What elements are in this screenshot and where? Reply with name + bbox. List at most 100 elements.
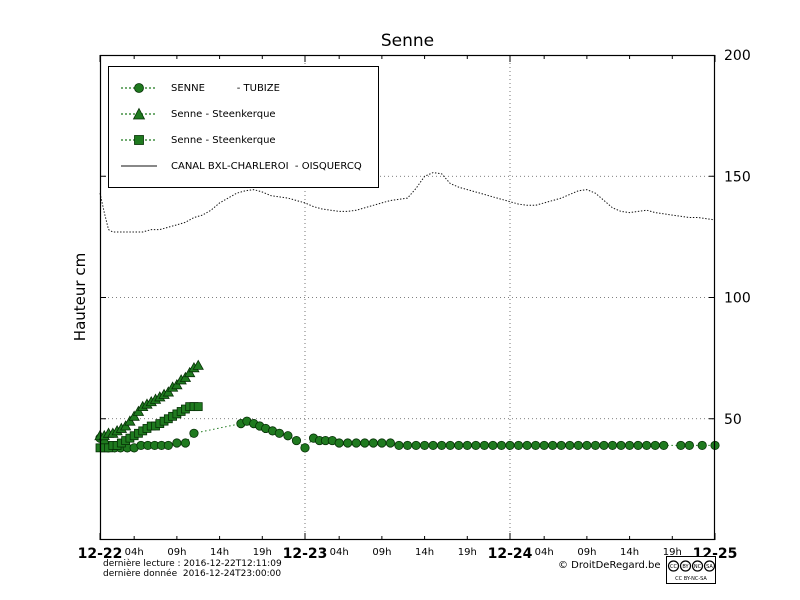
marker-circle bbox=[522, 440, 532, 451]
x-minor-tick-label: 04h bbox=[330, 547, 349, 558]
legend-item-canal: CANAL BXL-CHARLEROI - OISQUERCQ bbox=[119, 153, 362, 179]
marker-circle bbox=[565, 440, 575, 451]
marker-circle bbox=[650, 440, 660, 451]
marker-circle bbox=[343, 438, 353, 448]
y-axis-label: Hauteur cm bbox=[71, 252, 89, 342]
marker-circle bbox=[334, 438, 344, 448]
legend-label: Senne - Steenkerque bbox=[171, 134, 276, 146]
by-icon-label: BY bbox=[682, 564, 689, 570]
marker-circle bbox=[454, 440, 464, 451]
nc-icon bbox=[691, 560, 704, 572]
marker-circle bbox=[411, 440, 421, 451]
marker-circle bbox=[659, 440, 669, 451]
x-minor-tick-label: 14h bbox=[210, 547, 229, 558]
series-line-canal bbox=[99, 172, 716, 233]
copyright-text: © DroitDeRegard.be bbox=[558, 560, 661, 571]
marker-circle bbox=[582, 440, 592, 451]
x-minor-tick-label: 19h bbox=[663, 547, 682, 558]
sa-icon bbox=[703, 560, 716, 572]
legend-sample-circle bbox=[121, 83, 157, 93]
x-major-tick-label: 12-23 bbox=[283, 546, 328, 562]
y-tick-label: 200 bbox=[724, 48, 751, 64]
marker-circle bbox=[513, 440, 524, 451]
marker-circle bbox=[697, 440, 707, 451]
legend-sample-line bbox=[121, 165, 157, 167]
marker-circle bbox=[488, 440, 498, 451]
legend-item-steenkerque-triangle: Senne - Steenkerque bbox=[119, 101, 362, 127]
marker-circle bbox=[479, 440, 489, 451]
sa-icon-label: SA bbox=[706, 564, 713, 570]
x-minor-tick-label: 04h bbox=[535, 547, 554, 558]
x-minor-tick-label: 19h bbox=[253, 547, 272, 558]
marker-triangle bbox=[192, 359, 204, 370]
nc-icon-label: NC bbox=[694, 564, 702, 570]
legend-label: CANAL BXL-CHARLEROI - OISQUERCQ bbox=[171, 160, 362, 172]
marker-circle bbox=[676, 440, 686, 451]
marker-circle bbox=[684, 440, 694, 451]
marker-circle bbox=[624, 440, 635, 451]
legend: SENNE - TUBIZE Senne - Steenkerque Senne… bbox=[108, 66, 379, 188]
triangle-marker-icon bbox=[132, 107, 146, 120]
by-icon bbox=[679, 560, 692, 572]
marker-circle bbox=[573, 440, 583, 451]
legend-label: Senne - Steenkerque bbox=[171, 108, 276, 120]
marker-circle bbox=[163, 440, 173, 451]
x-minor-tick-label: 04h bbox=[125, 547, 144, 558]
square-marker-icon bbox=[134, 135, 144, 145]
marker-circle bbox=[291, 435, 302, 446]
x-major-tick-label: 12-24 bbox=[488, 546, 533, 562]
cc-license-badge: CC BY NC SA CC BY-NC-SA bbox=[666, 556, 716, 584]
marker-circle bbox=[283, 431, 293, 441]
marker-circle bbox=[351, 438, 361, 448]
marker-circle bbox=[377, 438, 387, 448]
legend-item-tubize: SENNE - TUBIZE bbox=[119, 75, 362, 101]
x-major-tick-label: 12-22 bbox=[78, 546, 123, 562]
marker-circle bbox=[607, 440, 618, 451]
marker-circle bbox=[556, 440, 566, 451]
marker-circle bbox=[274, 428, 284, 438]
cc-badge-caption: CC BY-NC-SA bbox=[675, 576, 707, 582]
marker-circle bbox=[385, 438, 396, 448]
chart-title: Senne bbox=[380, 31, 435, 51]
marker-circle bbox=[172, 438, 182, 448]
marker-circle bbox=[633, 440, 643, 451]
marker-circle bbox=[402, 440, 413, 451]
marker-circle bbox=[548, 440, 558, 451]
marker-circle bbox=[419, 440, 430, 451]
marker-circle bbox=[180, 438, 191, 448]
marker-square bbox=[193, 402, 203, 412]
marker-circle bbox=[360, 438, 370, 448]
marker-circle bbox=[531, 440, 541, 451]
legend-label: SENNE - TUBIZE bbox=[171, 82, 280, 94]
marker-circle bbox=[445, 440, 455, 451]
marker-circle bbox=[599, 440, 609, 451]
plot-border bbox=[99, 54, 716, 541]
y-tick-label: 50 bbox=[724, 412, 742, 428]
legend-item-steenkerque-square: Senne - Steenkerque bbox=[119, 127, 362, 153]
marker-circle bbox=[505, 440, 515, 451]
marker-circle bbox=[368, 438, 378, 448]
legend-sample-triangle bbox=[121, 107, 157, 120]
x-minor-tick-label: 14h bbox=[620, 547, 639, 558]
cc-icon bbox=[667, 560, 680, 572]
y-tick-label: 100 bbox=[724, 291, 751, 307]
marker-circle bbox=[394, 440, 404, 451]
x-minor-tick-label: 14h bbox=[415, 547, 434, 558]
y-tick-label: 150 bbox=[724, 169, 751, 185]
marker-circle bbox=[539, 440, 549, 451]
marker-circle bbox=[462, 440, 472, 451]
x-minor-tick-label: 09h bbox=[372, 547, 391, 558]
x-minor-tick-label: 09h bbox=[577, 547, 596, 558]
marker-circle bbox=[496, 440, 507, 451]
marker-circle bbox=[642, 440, 652, 451]
marker-circle bbox=[471, 440, 481, 451]
marker-circle bbox=[437, 440, 447, 451]
marker-circle bbox=[428, 440, 438, 451]
last-reading-text: dernière lecture : 2016-12-22T12:11:09 bbox=[103, 559, 282, 569]
marker-circle bbox=[189, 428, 199, 438]
x-minor-tick-label: 19h bbox=[458, 547, 477, 558]
circle-marker-icon bbox=[134, 83, 144, 93]
marker-circle bbox=[616, 440, 626, 451]
cc-icon-label: CC bbox=[670, 564, 677, 570]
